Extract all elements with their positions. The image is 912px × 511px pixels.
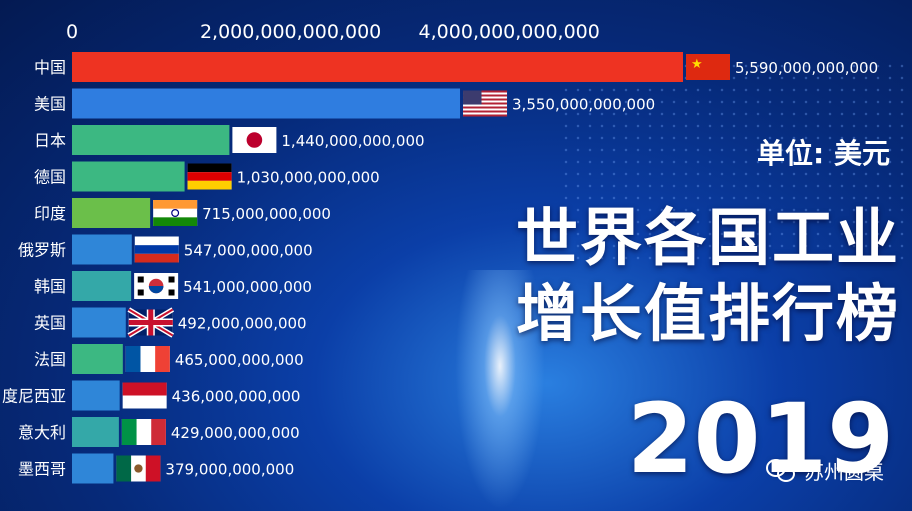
category-label: 法国: [34, 350, 66, 369]
bar: [72, 307, 126, 338]
flag-cn-icon: ★: [686, 54, 730, 80]
category-label: 印度: [34, 204, 66, 223]
flag-jp-icon: [232, 127, 277, 153]
background-glow: [455, 270, 545, 510]
flag-kr-icon: [134, 273, 179, 299]
value-label: 1,440,000,000,000: [281, 132, 424, 150]
category-label: 英国: [34, 314, 66, 333]
bar: [72, 380, 120, 411]
flag-de-icon: [187, 163, 232, 190]
flag-in-icon: [153, 200, 198, 226]
bar: [72, 344, 123, 374]
flag-ru-icon: [134, 236, 179, 263]
x-tick-label: 0: [66, 21, 78, 43]
background-dot-grid: [560, 60, 912, 260]
category-label: 韩国: [34, 277, 66, 296]
value-label: 429,000,000,000: [171, 424, 300, 442]
value-label: 5,590,000,000,000: [735, 59, 878, 77]
title-line-1: 世界各国工业: [515, 201, 900, 274]
value-label: 465,000,000,000: [175, 351, 304, 369]
bar: [72, 88, 461, 119]
category-label: 俄罗斯: [18, 241, 66, 260]
bar: [72, 52, 683, 82]
bar: [72, 125, 230, 155]
year-label: 2019: [626, 383, 894, 495]
category-label: 意大利: [18, 423, 66, 442]
value-label: 436,000,000,000: [172, 388, 301, 406]
unit-label: 单位: 美元: [757, 137, 890, 170]
category-label: 度尼西亚: [2, 387, 66, 406]
bar: [72, 453, 114, 484]
svg-text:★: ★: [691, 57, 703, 72]
value-label: 1,030,000,000,000: [237, 169, 380, 187]
chart-title: 世界各国工业 增长值排行榜: [516, 200, 900, 352]
category-label: 日本: [34, 131, 66, 150]
bar: [72, 234, 132, 265]
flag-gb-icon: [127, 307, 175, 338]
bar: [72, 198, 151, 228]
flag-it-icon: [121, 419, 166, 445]
value-label: 541,000,000,000: [183, 278, 312, 296]
category-label: 中国: [34, 58, 66, 77]
watermark: 苏州圆桌: [766, 456, 884, 485]
value-label: 492,000,000,000: [178, 315, 307, 333]
flag-mx-icon: [116, 455, 161, 482]
value-label: 715,000,000,000: [202, 205, 331, 223]
category-label: 德国: [34, 168, 66, 187]
x-tick-label: 4,000,000,000,000: [419, 21, 600, 43]
bar: [72, 161, 185, 192]
value-label: 547,000,000,000: [184, 242, 313, 260]
x-tick-label: 2,000,000,000,000: [200, 21, 381, 43]
title-line-2: 增长值排行榜: [515, 277, 900, 350]
category-label: 美国: [34, 95, 66, 114]
bar: [72, 271, 132, 301]
flag-id-icon: [122, 382, 167, 409]
flag-fr-icon: [125, 346, 170, 372]
bar: [72, 417, 119, 447]
wechat-icon: [766, 458, 798, 483]
watermark-text: 苏州圆桌: [804, 460, 884, 484]
value-label: 379,000,000,000: [165, 461, 294, 479]
category-label: 墨西哥: [18, 460, 66, 479]
flag-us-icon: [463, 90, 508, 117]
value-label: 3,550,000,000,000: [512, 96, 655, 114]
